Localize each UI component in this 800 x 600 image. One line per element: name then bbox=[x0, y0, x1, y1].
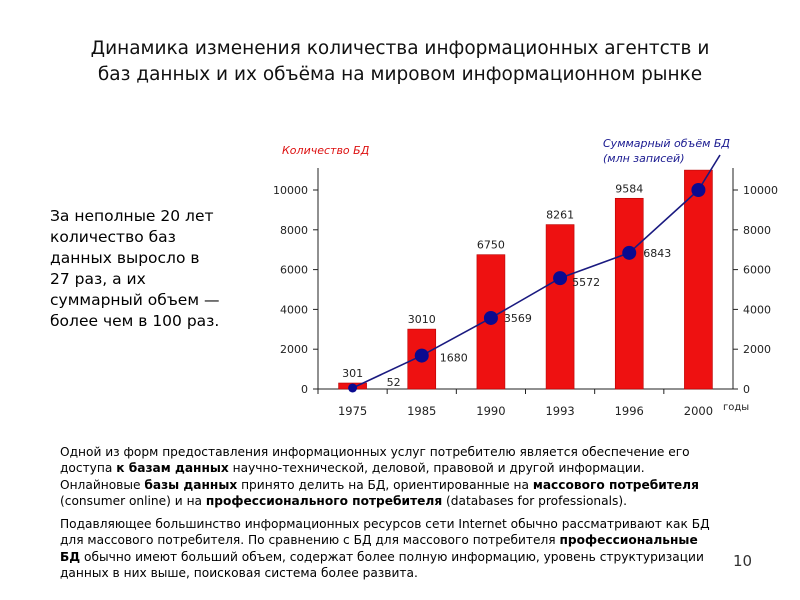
volume-point-1985 bbox=[414, 348, 429, 363]
right-axis-title: (млн записей) bbox=[603, 152, 685, 165]
right-tick-label: 0 bbox=[743, 383, 750, 396]
summary-note: За неполные 20 лет количество баз данных… bbox=[50, 206, 265, 332]
right-tick-label: 10000 bbox=[743, 184, 778, 197]
volume-point-2000 bbox=[691, 183, 706, 197]
page-number: 10 bbox=[733, 552, 753, 570]
volume-point-1990 bbox=[483, 310, 498, 325]
paragraph-line: доступа к базам данных научно-техническо… bbox=[60, 460, 772, 476]
left-tick-label: 0 bbox=[301, 383, 308, 396]
summary-line: 27 раз, а их bbox=[50, 270, 146, 288]
left-tick-label: 10000 bbox=[273, 184, 308, 197]
paragraph-databases-access: Одной из форм предоставления информацион… bbox=[60, 444, 772, 510]
paragraph-line: БД обычно имеют больший объем, содержат … bbox=[60, 549, 772, 565]
bar-value-label: 3010 bbox=[408, 313, 436, 326]
text-run: Онлайновые bbox=[60, 477, 145, 492]
bar-value-label: 301 bbox=[342, 367, 363, 380]
slide-title-line: баз данных и их объёма на мировом информ… bbox=[97, 64, 703, 85]
right-tick-label: 6000 bbox=[743, 264, 771, 277]
line-value-label: 1680 bbox=[440, 352, 468, 365]
volume-point-1993 bbox=[553, 271, 568, 286]
line-value-label: 3569 bbox=[504, 312, 532, 325]
x-axis-title: годы bbox=[723, 402, 749, 413]
bold-term: базы данных bbox=[144, 477, 238, 492]
line-value-label: 5572 bbox=[572, 276, 600, 289]
text-run: доступа bbox=[60, 461, 117, 476]
text-run: принято делить на БД, ориентированные на bbox=[237, 477, 533, 492]
left-tick-label: 2000 bbox=[280, 343, 308, 356]
paragraph-line: Подавляющее большинство информационных р… bbox=[60, 517, 710, 531]
bar-1996 bbox=[614, 197, 644, 390]
text-run: (consumer online) и на bbox=[60, 494, 206, 509]
right-tick-label: 4000 bbox=[743, 303, 771, 316]
line-value-label: 52 bbox=[387, 376, 401, 389]
paragraph-line: данных в них выше, поисковая система бол… bbox=[60, 566, 418, 581]
x-tick-label: 1985 bbox=[407, 404, 436, 418]
x-tick-label: 2000 bbox=[684, 404, 713, 418]
slide-title: Динамика изменения количества информацио… bbox=[40, 36, 760, 88]
text-run: для массового потребителя. По сравнению … bbox=[60, 533, 560, 548]
paragraph-line: (consumer online) и на профессионального… bbox=[60, 493, 772, 509]
summary-line: суммарный объем — bbox=[50, 291, 220, 309]
bold-term: профессионального потребителя bbox=[205, 494, 443, 509]
bar-value-label: 8261 bbox=[546, 209, 574, 222]
bold-term: к базам данных bbox=[116, 461, 229, 476]
summary-line: более чем в 100 раз. bbox=[50, 312, 220, 330]
dual-axis-chart: 0 2000 4000 6000 8000 10000 0 2000 4000 6000 8000 1… bbox=[273, 137, 778, 418]
right-axis-title: Суммарный объём БД bbox=[603, 137, 730, 150]
text-run: научно-технической, деловой, правовой и … bbox=[228, 461, 645, 476]
summary-line: За неполные 20 лет bbox=[50, 207, 214, 225]
bar-1993 bbox=[545, 224, 575, 390]
bold-term: БД bbox=[60, 549, 81, 564]
x-tick-label: 1975 bbox=[338, 404, 367, 418]
right-tick-label: 2000 bbox=[743, 343, 771, 356]
bar-2000 bbox=[684, 169, 713, 390]
summary-line: количество баз bbox=[50, 228, 176, 246]
left-tick-label: 6000 bbox=[280, 264, 308, 277]
text-run: (databases for professionals). bbox=[442, 494, 627, 509]
bar-value-label: 6750 bbox=[477, 239, 505, 252]
volume-point-1975 bbox=[348, 383, 358, 393]
volume-point-1996 bbox=[622, 245, 637, 260]
volume-line bbox=[352, 189, 699, 389]
left-tick-label: 8000 bbox=[280, 224, 308, 237]
left-axis-title: Количество БД bbox=[282, 144, 370, 157]
x-tick-label: 1996 bbox=[615, 404, 644, 418]
bold-term: профессиональные bbox=[559, 533, 698, 548]
bold-term: массового потребителя bbox=[532, 477, 699, 492]
paragraph-professional-db: Подавляющее большинство информационных р… bbox=[60, 516, 772, 582]
paragraph-line: Одной из форм предоставления информацион… bbox=[60, 445, 690, 459]
line-value-label: 6843 bbox=[643, 247, 671, 260]
bar-value-label: 9584 bbox=[615, 182, 643, 195]
left-tick-label: 4000 bbox=[280, 303, 308, 316]
x-tick-label: 1990 bbox=[476, 404, 505, 418]
right-tick-label: 8000 bbox=[743, 224, 771, 237]
summary-line: данных выросло в bbox=[50, 249, 200, 267]
slide-title-line: Динамика изменения количества информацио… bbox=[90, 38, 710, 59]
paragraph-line: Онлайновые базы данных принято делить на… bbox=[60, 477, 772, 493]
x-tick-label: 1993 bbox=[545, 404, 574, 418]
text-run: обычно имеют больший объем, содержат бол… bbox=[80, 549, 704, 564]
paragraph-line: для массового потребителя. По сравнению … bbox=[60, 532, 772, 548]
